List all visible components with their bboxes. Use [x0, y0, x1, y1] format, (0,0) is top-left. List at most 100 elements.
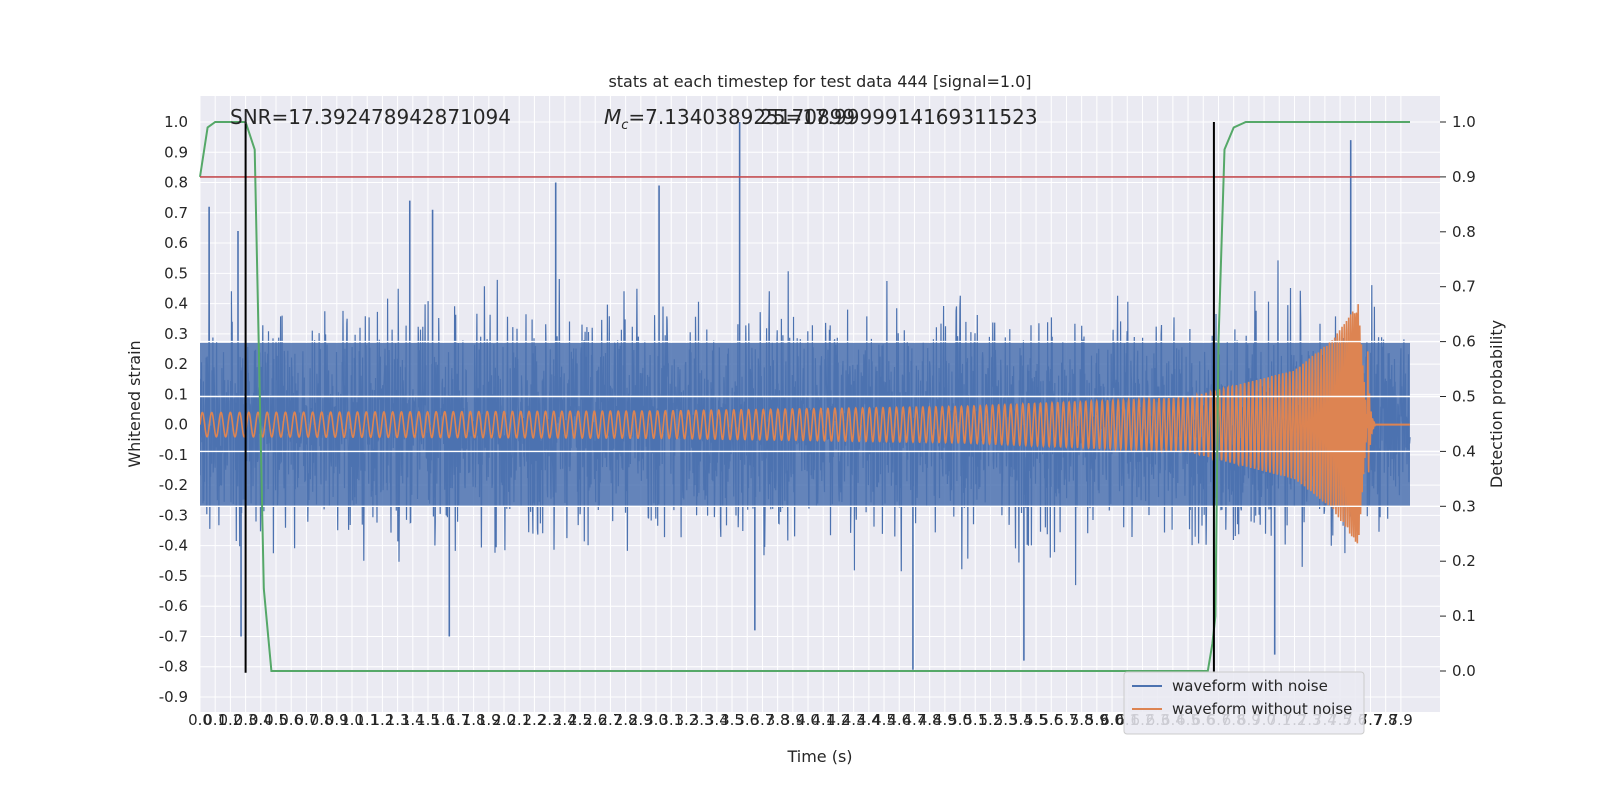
x-tick-label: 3.2 — [675, 711, 699, 729]
x-tick-label: 4.3 — [842, 711, 866, 729]
right-tick-label: 0.6 — [1452, 333, 1476, 351]
x-tick-label: 0.7 — [294, 711, 318, 729]
y-tick-label: 0.9 — [164, 143, 188, 161]
y-tick-label: -0.5 — [159, 567, 188, 585]
chart-title: stats at each timestep for test data 444… — [608, 72, 1031, 91]
x-tick-label: 4.0 — [796, 711, 820, 729]
vertical-markers — [244, 122, 1215, 673]
y-axis-ticks: -0.9 -0.8 -0.7 -0.6 -0.5 -0.4 -0.3 -0.2 -0.1 0.0 0… — [159, 113, 188, 706]
x-tick-label: 0.5 — [264, 711, 288, 729]
y-tick-label: -0.7 — [159, 627, 188, 645]
y-tick-label: 0.5 — [164, 264, 188, 282]
x-tick-label: 0.6 — [279, 711, 303, 729]
x-tick-label: 3.5 — [720, 711, 744, 729]
x-tick-label: 1.1 — [355, 711, 379, 729]
y-tick-label: 0.4 — [164, 295, 188, 313]
y-tick-label: -0.1 — [159, 446, 188, 464]
x-tick-label: 1.6 — [431, 711, 455, 729]
series-detection-probability — [199, 121, 1440, 672]
x-tick-label: 5.9 — [1085, 711, 1109, 729]
y-tick-label: -0.4 — [159, 537, 188, 555]
x-tick-label: 4.4 — [857, 711, 881, 729]
right-tick-label: 0.8 — [1452, 223, 1476, 241]
x-tick-label: 7.9 — [1389, 711, 1413, 729]
right-y-axis-label: Detection probability — [1487, 320, 1506, 488]
series-waveform-without-noise — [200, 304, 1410, 544]
x-tick-label: 5.4 — [1009, 711, 1033, 729]
x-tick-label: 1.7 — [446, 711, 470, 729]
snr-annotation: SNR=17.392478942871094 — [230, 105, 511, 129]
y-tick-label: 0.6 — [164, 234, 188, 252]
x-tick-label: 5.3 — [994, 711, 1018, 729]
overlap-annotation: 25=17.9999914169311523 — [760, 105, 1038, 129]
right-tick-label: 0.7 — [1452, 278, 1476, 296]
right-tick-label: 0.2 — [1452, 552, 1476, 570]
y-tick-label: 0.1 — [164, 385, 188, 403]
right-tick-label: 1.0 — [1452, 113, 1476, 131]
y-tick-label: 0.8 — [164, 174, 188, 192]
right-tick-label: 0.1 — [1452, 607, 1476, 625]
series-waveform-with-noise — [200, 122, 1411, 670]
y-tick-label: -0.2 — [159, 476, 188, 494]
x-tick-label: 1.8 — [462, 711, 486, 729]
right-tick-label: 0.3 — [1452, 497, 1476, 515]
x-tick-label: 3.1 — [659, 711, 683, 729]
y-tick-label: 0.7 — [164, 204, 188, 222]
x-tick-label: 3.8 — [766, 711, 790, 729]
right-tick-label: 0.0 — [1452, 662, 1476, 680]
x-tick-label: 6.0 — [1100, 711, 1124, 729]
clean-trace — [200, 304, 1410, 544]
y-tick-label: -0.3 — [159, 506, 188, 524]
x-tick-label: 7.7 — [1359, 711, 1383, 729]
x-tick-label: 0.3 — [234, 711, 258, 729]
legend: waveform with noise waveform without noi… — [1123, 671, 1365, 735]
x-tick-label: 1.2 — [370, 711, 394, 729]
x-tick-label: 3.3 — [690, 711, 714, 729]
x-tick-label: 5.1 — [963, 711, 987, 729]
x-tick-label: 3.7 — [751, 711, 775, 729]
x-tick-label: 0.9 — [325, 711, 349, 729]
x-tick-label: 2.3 — [538, 711, 562, 729]
x-tick-label: 5.7 — [1055, 711, 1079, 729]
x-tick-label: 0.8 — [310, 711, 334, 729]
x-tick-label: 1.3 — [386, 711, 410, 729]
right-tick-label: 0.5 — [1452, 388, 1476, 406]
x-tick-label: 0.1 — [203, 711, 227, 729]
y-tick-label: 0.2 — [164, 355, 188, 373]
x-tick-label: 5.0 — [948, 711, 972, 729]
legend-label-noise: waveform with noise — [1172, 677, 1328, 695]
mc-annotation: Mc=7.134038925170899 — [604, 105, 855, 133]
x-tick-label: 5.2 — [979, 711, 1003, 729]
right-axis-grid — [200, 340, 1440, 507]
x-tick-label: 3.6 — [735, 711, 759, 729]
x-tick-label: 2.9 — [629, 711, 653, 729]
y-axis-label: Whitened strain — [125, 340, 144, 467]
x-tick-label: 1.9 — [477, 711, 501, 729]
x-tick-label: 0.0 — [188, 711, 212, 729]
x-tick-label: 2.1 — [507, 711, 531, 729]
legend-box — [1123, 671, 1365, 735]
right-tick-label: 0.9 — [1452, 168, 1476, 186]
x-tick-label: 5.8 — [1070, 711, 1094, 729]
y-tick-label: 1.0 — [164, 113, 188, 131]
probability-line — [199, 121, 1410, 672]
x-tick-label: 4.7 — [903, 711, 927, 729]
x-tick-label: 5.6 — [1039, 711, 1063, 729]
y-tick-label: -0.9 — [159, 688, 188, 706]
x-tick-label: 4.6 — [887, 711, 911, 729]
x-tick-label: 2.7 — [598, 711, 622, 729]
x-tick-label: 1.4 — [401, 711, 425, 729]
x-tick-label: 3.0 — [644, 711, 668, 729]
x-tick-label: 5.5 — [1024, 711, 1048, 729]
x-tick-label: 2.6 — [583, 711, 607, 729]
x-tick-label: 0.4 — [249, 711, 273, 729]
x-tick-label: 4.1 — [811, 711, 835, 729]
right-axis-ticks: 0.0 0.1 0.2 0.3 0.4 0.5 0.6 0.7 0.8 0.9 1.0 — [1440, 113, 1476, 680]
x-tick-label: 1.0 — [340, 711, 364, 729]
x-tick-label: 2.4 — [553, 711, 577, 729]
x-tick-label: 3.9 — [781, 711, 805, 729]
right-tick-label: 0.4 — [1452, 442, 1476, 460]
x-tick-label: 4.8 — [918, 711, 942, 729]
x-tick-label: 4.2 — [827, 711, 851, 729]
